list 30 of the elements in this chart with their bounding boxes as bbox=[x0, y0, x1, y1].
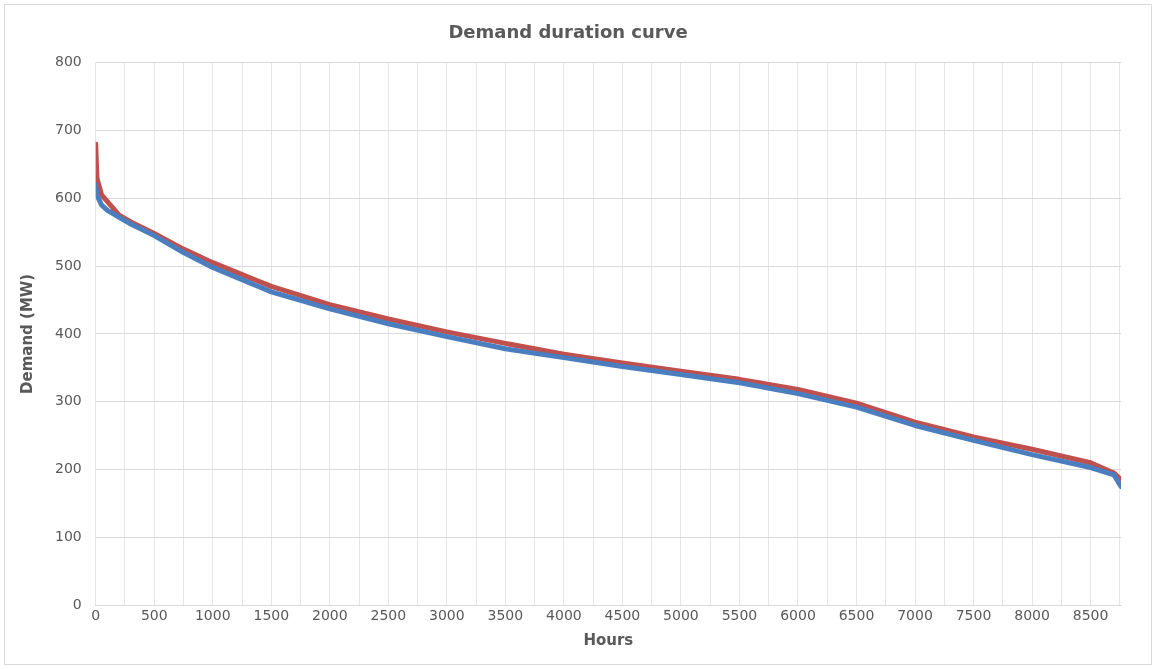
x-tick-label: 6500 bbox=[838, 607, 875, 624]
x-tick-label: 5500 bbox=[721, 607, 758, 624]
y-tick-label: 800 bbox=[54, 53, 82, 70]
x-tick-label: 7000 bbox=[897, 607, 933, 624]
x-tick-label: 0 bbox=[91, 607, 101, 624]
x-tick-label: 3500 bbox=[487, 607, 524, 624]
x-axis-title: Hours bbox=[583, 630, 634, 649]
y-tick-label: 600 bbox=[54, 188, 82, 205]
y-tick-label: 100 bbox=[54, 528, 82, 545]
x-tick-label: 1000 bbox=[194, 607, 231, 624]
y-tick-label: 200 bbox=[54, 460, 82, 477]
y-tick-label: 700 bbox=[54, 121, 82, 138]
y-tick-label: 500 bbox=[54, 256, 82, 273]
x-tick-label: 6000 bbox=[780, 607, 816, 624]
x-tick-label: 2500 bbox=[370, 607, 407, 624]
y-axis-title: Demand (MW) bbox=[17, 273, 36, 394]
x-tick-label: 2000 bbox=[311, 607, 348, 624]
x-tick-label: 5000 bbox=[663, 607, 699, 624]
x-tick-label: 4000 bbox=[546, 607, 582, 624]
x-tick-label: 1500 bbox=[253, 607, 290, 624]
x-tick-label: 8000 bbox=[1014, 607, 1050, 624]
x-tick-label: 4500 bbox=[604, 607, 641, 624]
y-tick-label: 300 bbox=[54, 392, 82, 409]
x-tick-label: 500 bbox=[140, 607, 168, 624]
x-tick-label: 8500 bbox=[1072, 607, 1109, 624]
y-tick-label: 400 bbox=[54, 324, 82, 341]
chart-title: Demand duration curve bbox=[448, 21, 688, 43]
x-tick-label: 7500 bbox=[955, 607, 992, 624]
y-tick-label: 0 bbox=[72, 595, 82, 612]
x-tick-label: 3000 bbox=[429, 607, 465, 624]
